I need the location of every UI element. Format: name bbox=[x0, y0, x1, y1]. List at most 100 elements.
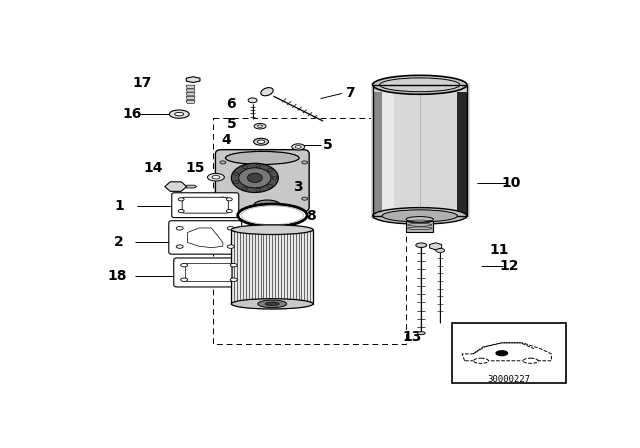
Ellipse shape bbox=[474, 358, 488, 363]
Text: 11: 11 bbox=[490, 243, 509, 258]
Ellipse shape bbox=[257, 125, 262, 127]
Ellipse shape bbox=[436, 248, 445, 253]
Polygon shape bbox=[187, 185, 196, 188]
Ellipse shape bbox=[417, 332, 425, 335]
Ellipse shape bbox=[416, 243, 427, 247]
FancyBboxPatch shape bbox=[186, 263, 232, 281]
Ellipse shape bbox=[237, 204, 307, 226]
Polygon shape bbox=[188, 228, 223, 248]
Bar bbox=[381, 92, 394, 214]
Ellipse shape bbox=[227, 245, 234, 248]
Polygon shape bbox=[429, 243, 442, 250]
Ellipse shape bbox=[258, 300, 287, 308]
Ellipse shape bbox=[292, 144, 305, 150]
Bar bbox=[372, 85, 467, 216]
Ellipse shape bbox=[234, 181, 239, 184]
Bar bbox=[231, 230, 313, 304]
Ellipse shape bbox=[227, 198, 232, 201]
Ellipse shape bbox=[256, 189, 260, 192]
Ellipse shape bbox=[301, 197, 308, 200]
Ellipse shape bbox=[265, 302, 279, 306]
Bar bbox=[457, 92, 467, 214]
Ellipse shape bbox=[176, 227, 183, 230]
Ellipse shape bbox=[495, 350, 508, 356]
Text: 10: 10 bbox=[502, 176, 521, 190]
Ellipse shape bbox=[260, 88, 273, 96]
Text: 3: 3 bbox=[293, 180, 303, 194]
Bar bbox=[372, 85, 467, 216]
Ellipse shape bbox=[257, 140, 265, 143]
Ellipse shape bbox=[180, 278, 188, 281]
Text: 16: 16 bbox=[122, 107, 142, 121]
Text: 9: 9 bbox=[301, 271, 310, 285]
Polygon shape bbox=[186, 96, 195, 99]
Ellipse shape bbox=[176, 245, 183, 248]
Text: 15: 15 bbox=[186, 160, 205, 175]
Ellipse shape bbox=[268, 168, 273, 172]
FancyBboxPatch shape bbox=[173, 258, 244, 287]
Ellipse shape bbox=[230, 263, 237, 267]
Polygon shape bbox=[186, 89, 195, 92]
FancyBboxPatch shape bbox=[216, 150, 309, 211]
Ellipse shape bbox=[231, 225, 313, 234]
Polygon shape bbox=[186, 77, 200, 82]
Ellipse shape bbox=[372, 75, 467, 94]
Text: 2: 2 bbox=[114, 235, 124, 249]
Text: 13: 13 bbox=[403, 330, 422, 344]
Text: 14: 14 bbox=[143, 160, 163, 175]
Ellipse shape bbox=[225, 151, 299, 164]
Ellipse shape bbox=[227, 210, 232, 213]
Ellipse shape bbox=[230, 278, 237, 281]
FancyBboxPatch shape bbox=[182, 197, 228, 213]
Polygon shape bbox=[186, 100, 195, 103]
Text: 8: 8 bbox=[306, 209, 316, 223]
Ellipse shape bbox=[253, 138, 269, 145]
Ellipse shape bbox=[372, 207, 467, 224]
Ellipse shape bbox=[253, 200, 281, 211]
Bar bbox=[372, 85, 467, 216]
Ellipse shape bbox=[207, 173, 225, 181]
Ellipse shape bbox=[227, 227, 234, 230]
Text: 17: 17 bbox=[132, 76, 152, 90]
Ellipse shape bbox=[239, 168, 271, 188]
Text: 30000227: 30000227 bbox=[488, 375, 531, 384]
Ellipse shape bbox=[301, 161, 308, 164]
Ellipse shape bbox=[295, 146, 301, 148]
Ellipse shape bbox=[231, 163, 278, 193]
Text: 6: 6 bbox=[227, 97, 236, 111]
FancyBboxPatch shape bbox=[169, 221, 242, 254]
Polygon shape bbox=[186, 93, 195, 96]
Ellipse shape bbox=[241, 206, 303, 224]
Ellipse shape bbox=[272, 177, 277, 179]
Polygon shape bbox=[165, 182, 187, 191]
Text: 12: 12 bbox=[499, 259, 519, 273]
Ellipse shape bbox=[256, 164, 260, 167]
Ellipse shape bbox=[243, 187, 248, 190]
Ellipse shape bbox=[523, 358, 538, 363]
Text: 5: 5 bbox=[323, 138, 333, 152]
Text: 5: 5 bbox=[227, 117, 236, 131]
Ellipse shape bbox=[231, 299, 313, 309]
Ellipse shape bbox=[254, 124, 266, 129]
Ellipse shape bbox=[243, 166, 248, 168]
Bar bbox=[452, 323, 566, 383]
Polygon shape bbox=[186, 85, 195, 88]
Text: 7: 7 bbox=[346, 86, 355, 100]
Ellipse shape bbox=[178, 210, 184, 213]
Ellipse shape bbox=[234, 172, 239, 175]
FancyBboxPatch shape bbox=[172, 193, 239, 218]
Text: 4: 4 bbox=[221, 133, 231, 147]
Bar bbox=[406, 220, 433, 233]
Bar bbox=[213, 117, 406, 344]
Ellipse shape bbox=[268, 184, 273, 187]
Ellipse shape bbox=[220, 161, 226, 164]
Bar bbox=[372, 92, 381, 214]
Ellipse shape bbox=[248, 98, 257, 103]
Ellipse shape bbox=[212, 176, 220, 179]
Ellipse shape bbox=[180, 263, 188, 267]
Ellipse shape bbox=[248, 173, 262, 182]
Ellipse shape bbox=[220, 197, 226, 200]
Ellipse shape bbox=[178, 198, 184, 201]
Ellipse shape bbox=[169, 110, 189, 118]
Ellipse shape bbox=[406, 216, 433, 222]
